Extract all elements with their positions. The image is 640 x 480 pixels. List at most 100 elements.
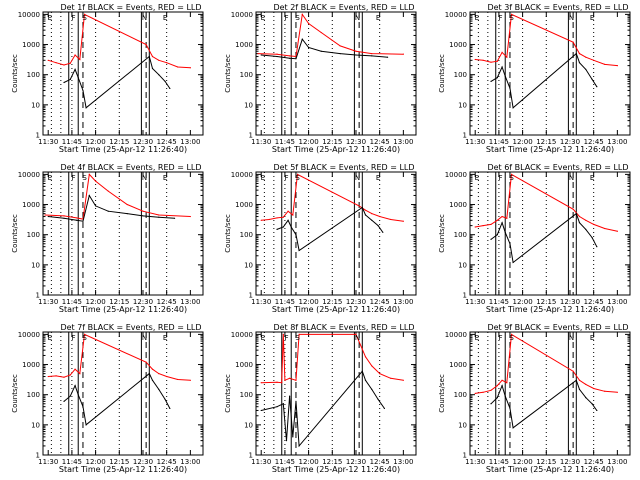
lld-data-point xyxy=(189,215,191,218)
x-tick-label: 11:45 xyxy=(62,138,82,146)
x-tick-label: 12:30 xyxy=(560,298,580,306)
lld-data-point xyxy=(585,56,587,58)
events-data-point xyxy=(364,214,367,216)
events-data-point xyxy=(126,213,128,215)
events-data-point xyxy=(289,395,291,397)
x-tick-label: 12:30 xyxy=(560,138,580,146)
y-tick-label: 100 xyxy=(454,391,467,399)
lld-data-point xyxy=(282,216,284,218)
events-data-point xyxy=(490,238,492,240)
events-data-point xyxy=(289,57,291,59)
lld-data-point xyxy=(482,391,484,393)
lld-data-point xyxy=(47,59,49,61)
lld-data-point xyxy=(276,53,278,55)
interval-letter-e: E xyxy=(163,14,167,22)
events-data-point xyxy=(82,220,84,222)
lld-data-point xyxy=(379,373,381,375)
x-tick-label: 12:45 xyxy=(370,458,390,466)
lld-data-point xyxy=(496,385,498,387)
y-axis-label: Counts/sec xyxy=(224,54,232,93)
x-tick-label: 12:15 xyxy=(536,138,556,146)
interval-letter-n: N xyxy=(355,174,360,182)
events-data-point xyxy=(596,409,598,412)
x-axis-label: Start Time (25-Apr-12 11:26:40) xyxy=(59,465,187,474)
lld-data-point xyxy=(593,59,595,61)
lld-data-point xyxy=(578,53,581,55)
events-data-point xyxy=(591,237,593,239)
y-tick-label: 100 xyxy=(454,231,467,239)
events-data-point xyxy=(301,38,303,40)
events-data-point xyxy=(509,243,511,245)
y-tick-label: 100 xyxy=(27,71,40,79)
y-axis-label: Counts/sec xyxy=(224,374,232,413)
lld-data-point xyxy=(490,61,492,63)
events-data-point xyxy=(295,58,297,60)
x-tick-label: 12:15 xyxy=(536,458,556,466)
lld-data-point xyxy=(79,373,81,375)
events-data-point xyxy=(361,370,363,372)
events-data-point xyxy=(377,398,379,400)
y-tick-label: 1000 xyxy=(22,41,40,49)
events-data-point xyxy=(282,403,284,405)
panel-title: Det 2f BLACK = Events, RED = LLD xyxy=(273,3,414,12)
events-series-line xyxy=(261,38,388,60)
lld-data-point xyxy=(55,375,57,377)
interval-letter-f: F xyxy=(71,14,75,22)
y-tick-label: 100 xyxy=(240,391,253,399)
y-tick-label: 100 xyxy=(240,71,253,79)
interval-letter-e: E xyxy=(163,174,167,182)
lld-data-point xyxy=(510,173,513,175)
lld-data-point xyxy=(371,365,373,367)
y-tick-label: 10000 xyxy=(18,11,40,19)
interval-letter-s: S xyxy=(82,174,87,182)
events-series-line xyxy=(63,55,171,109)
events-data-point xyxy=(295,400,297,402)
lld-data-point xyxy=(292,214,294,216)
interval-letter-f: F xyxy=(284,334,288,342)
x-tick-label: 11:45 xyxy=(62,298,82,306)
interval-letter-e: E xyxy=(475,334,479,342)
panel-title: Det 4f BLACK = Events, RED = LLD xyxy=(60,163,201,172)
detector-panel-2: 1 10 100 1000 10000 11:30 11:45 12:00 12:15 12:30… xyxy=(224,3,417,154)
y-tick-label: 10 xyxy=(31,261,40,269)
y-tick-label: 10 xyxy=(244,421,253,429)
events-data-point xyxy=(85,107,87,109)
events-data-point xyxy=(578,222,581,224)
lld-data-point xyxy=(474,226,476,228)
lld-data-point xyxy=(482,59,484,61)
events-data-point xyxy=(371,388,373,390)
interval-letter-e: E xyxy=(475,174,479,182)
y-tick-label: 10000 xyxy=(231,11,253,19)
events-data-point xyxy=(285,440,288,442)
events-data-point xyxy=(575,213,577,215)
events-data-point xyxy=(276,55,278,58)
x-tick-label: 12:30 xyxy=(346,138,366,146)
events-data-point xyxy=(298,445,300,447)
lld-data-point xyxy=(282,333,284,335)
lld-data-point xyxy=(593,387,595,390)
x-tick-label: 13:00 xyxy=(180,298,200,306)
events-data-point xyxy=(151,67,154,70)
axis-frame xyxy=(469,331,631,456)
events-data-point xyxy=(377,225,379,227)
lld-data-point xyxy=(616,391,618,393)
lld-data-point xyxy=(88,173,90,175)
events-data-point xyxy=(501,66,503,68)
panel-title: Det 3f BLACK = Events, RED = LLD xyxy=(487,3,628,12)
y-tick-label: 1 xyxy=(249,132,253,140)
y-tick-label: 1000 xyxy=(449,361,467,369)
y-axis-label: Counts/sec xyxy=(438,214,446,253)
lld-data-point xyxy=(166,62,168,64)
detector-panel-6: 1 10 100 1000 10000 11:30 11:45 12:00 12:15 12:30… xyxy=(438,163,631,314)
y-axis-label: Counts/sec xyxy=(224,214,232,253)
y-tick-label: 10000 xyxy=(445,11,467,19)
lld-data-point xyxy=(490,389,492,391)
events-data-point xyxy=(504,395,506,397)
lld-data-point xyxy=(578,379,581,381)
events-data-point xyxy=(371,219,373,221)
events-data-point xyxy=(292,436,294,438)
lld-data-point xyxy=(44,214,46,216)
lld-data-point xyxy=(320,31,322,34)
x-axis-label: Start Time (25-Apr-12 11:26:40) xyxy=(486,465,614,474)
events-data-point xyxy=(107,210,109,212)
